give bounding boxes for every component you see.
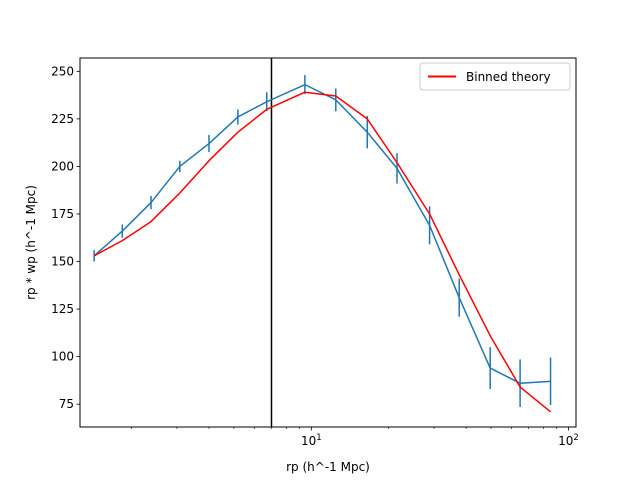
plot-frame bbox=[79, 57, 577, 428]
x-tick-label-100: 102 bbox=[558, 433, 579, 448]
y-tick-label-175: 175 bbox=[51, 207, 74, 221]
ticks-layer: 75 100 125 150 175 200 225 250 101 102 bbox=[51, 64, 579, 448]
y-tick-label-250: 250 bbox=[51, 64, 74, 78]
theory-line bbox=[93, 91, 552, 413]
legend-label-binned-theory: Binned theory bbox=[466, 70, 551, 84]
x-tick-label-10: 101 bbox=[301, 433, 322, 448]
legend-box bbox=[419, 62, 571, 91]
y-tick-label-100: 100 bbox=[51, 350, 74, 364]
y-tick-label-75: 75 bbox=[59, 397, 74, 411]
y-tick-label-150: 150 bbox=[51, 255, 74, 269]
data-line bbox=[93, 83, 551, 384]
legend: Binned theory bbox=[419, 62, 571, 91]
y-axis-label: rp * wp (h^-1 Mpc) bbox=[24, 185, 38, 300]
y-tick-label-125: 125 bbox=[51, 302, 74, 316]
data-layer bbox=[93, 58, 552, 427]
x-axis-label: rp (h^-1 Mpc) bbox=[286, 460, 370, 474]
y-tick-label-225: 225 bbox=[51, 112, 74, 126]
y-tick-label-200: 200 bbox=[51, 159, 74, 173]
